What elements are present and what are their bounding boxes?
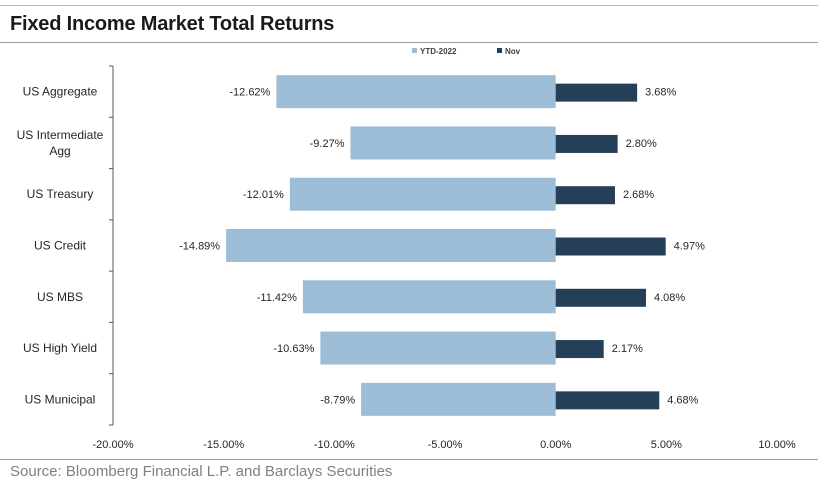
bar-nov — [555, 391, 660, 410]
data-label-nov: 2.80% — [626, 138, 657, 150]
category-label: US Credit — [34, 239, 87, 253]
category-label: Agg — [49, 144, 70, 158]
bar-nov — [555, 134, 618, 153]
x-tick-label: 5.00% — [651, 439, 682, 451]
bar-nov — [555, 237, 666, 256]
data-label-nov: 4.97% — [674, 241, 705, 253]
bar-ytd-2022 — [226, 229, 556, 262]
bar-ytd-2022 — [302, 280, 556, 314]
x-tick-label: -5.00% — [428, 439, 463, 451]
data-label-nov: 2.68% — [623, 189, 654, 201]
legend-swatch-nov — [497, 48, 502, 53]
data-label-ytd-2022: -9.27% — [310, 138, 345, 150]
legend-label-nov: Nov — [505, 47, 521, 56]
bar-chart: -12.62% 3.68% US Aggregate -9.27% 2.80% US In… — [17, 47, 796, 451]
bar-nov — [555, 340, 604, 359]
bar-ytd-2022 — [289, 177, 556, 211]
bar-ytd-2022 — [276, 75, 556, 109]
bar-nov — [555, 186, 615, 205]
data-label-nov: 4.08% — [654, 292, 685, 304]
top-rule — [0, 5, 818, 6]
data-label-ytd-2022: -11.42% — [257, 292, 297, 304]
data-label-ytd-2022: -14.89% — [179, 241, 220, 253]
category-label: US Aggregate — [23, 85, 98, 99]
data-label-ytd-2022: -12.62% — [229, 87, 270, 99]
category-label: US Intermediate — [17, 128, 104, 142]
legend-swatch-ytd-2022 — [412, 48, 417, 53]
category-label: US MBS — [37, 290, 83, 304]
data-label-nov: 3.68% — [645, 87, 676, 99]
bar-ytd-2022 — [350, 126, 556, 160]
bar-nov — [555, 288, 646, 307]
title-divider — [0, 42, 818, 43]
data-label-nov: 2.17% — [612, 343, 643, 355]
category-label: US High Yield — [23, 341, 97, 355]
x-tick-label: 0.00% — [540, 439, 571, 451]
category-label: US Municipal — [25, 392, 96, 406]
data-label-nov: 4.68% — [667, 394, 698, 406]
data-label-ytd-2022: -12.01% — [243, 189, 284, 201]
legend-label-ytd-2022: YTD-2022 — [420, 47, 457, 56]
bar-ytd-2022 — [361, 382, 556, 416]
category-label: US Treasury — [27, 187, 94, 201]
data-label-ytd-2022: -10.63% — [273, 343, 314, 355]
source-note: Source: Bloomberg Financial L.P. and Bar… — [10, 463, 393, 480]
x-tick-label: -15.00% — [203, 439, 244, 451]
x-tick-label: -20.00% — [93, 439, 134, 451]
source-divider — [0, 459, 818, 460]
x-tick-label: 10.00% — [758, 439, 796, 451]
data-label-ytd-2022: -8.79% — [320, 394, 355, 406]
bar-ytd-2022 — [320, 331, 556, 365]
chart-title: Fixed Income Market Total Returns — [10, 13, 335, 35]
bar-nov — [555, 83, 638, 102]
x-tick-label: -10.00% — [314, 439, 355, 451]
